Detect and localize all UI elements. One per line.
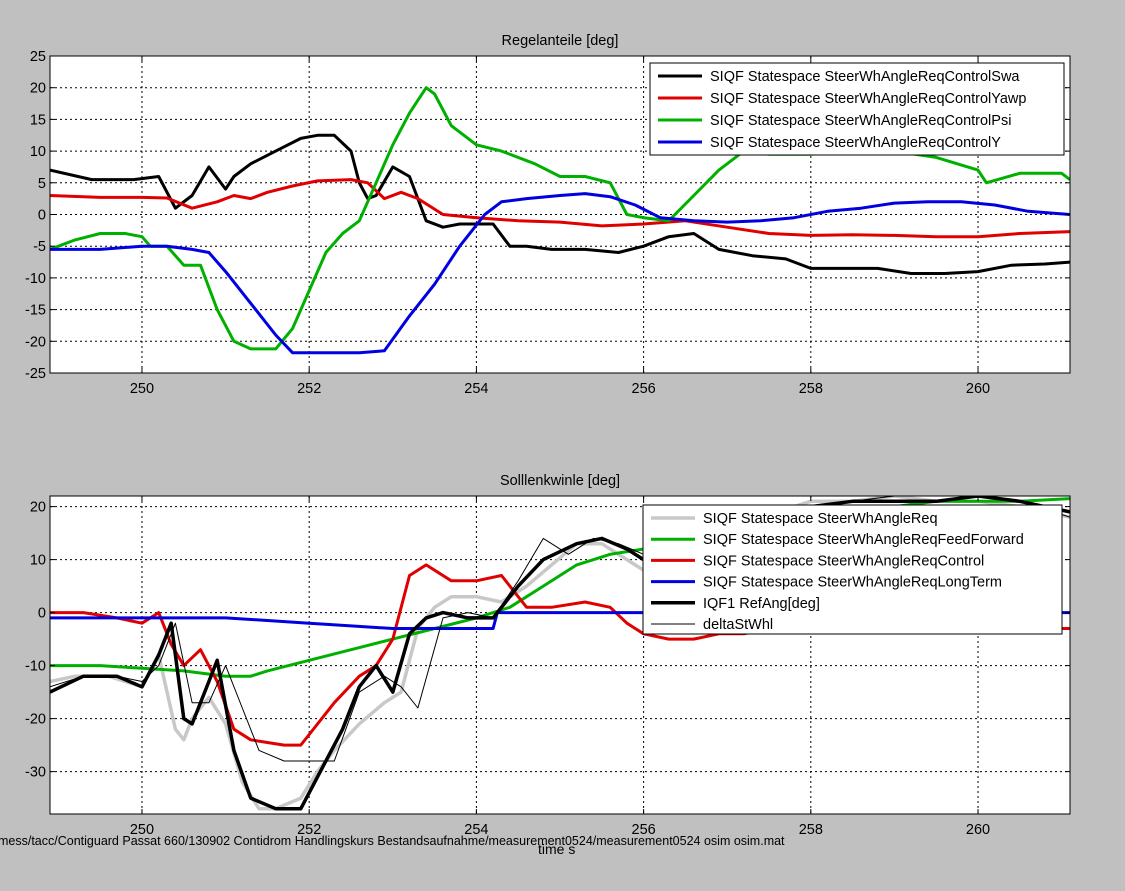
x-tick-label: 256 [632, 381, 656, 397]
chart-title: Solllenkwinle [deg] [500, 473, 620, 489]
chart-2: 250 252 254 256 258 260 -30 -20 -10 0 10 20 Solllenk… [25, 473, 1071, 838]
y-tick-label: 10 [30, 144, 46, 160]
x-tick-label: 258 [799, 381, 823, 397]
legend-entry-label: SIQF Statespace SteerWhAngleReqControlPs… [710, 113, 1011, 129]
y-tick-label: 5 [38, 176, 46, 192]
figure-footer: mess/tacc/Contiguard Passat 660/130902 C… [0, 833, 1125, 857]
legend-entry-label: deltaStWhl [703, 617, 773, 633]
y-tick-label: -5 [33, 239, 46, 255]
y-tick-label: 20 [30, 81, 46, 97]
y-tick-label: -20 [25, 712, 46, 728]
x-tick-label: 256 [632, 822, 656, 838]
y-tick-label: 25 [30, 49, 46, 65]
series-line-2 [50, 178, 1070, 239]
legend-entry-label: SIQF Statespace SteerWhAngleReqLongTerm [703, 575, 1002, 591]
x-tick-label: 254 [464, 381, 488, 397]
legend-entry-label: SIQF Statespace SteerWhAngleReqControlSw… [710, 69, 1020, 85]
y-tick-label: -10 [25, 659, 46, 675]
legend-box [642, 504, 1063, 635]
y-tick-label: 0 [38, 208, 46, 224]
legend: SIQF Statespace SteerWhAngleReqControlSw… [649, 62, 1065, 156]
legend: SIQF Statespace SteerWhAngleReq SIQF Stat… [642, 504, 1063, 635]
y-tick-label: -25 [25, 366, 46, 382]
legend-entry-label: SIQF Statespace SteerWhAngleReqControlY [710, 135, 1001, 151]
y-tick-label: 0 [38, 606, 46, 622]
x-axis-label: time s [538, 841, 576, 857]
x-tick-label: 260 [966, 822, 990, 838]
chart-title: Regelanteile [deg] [502, 33, 619, 49]
y-tick-label: -15 [25, 303, 46, 319]
legend-entry-label: SIQF Statespace SteerWhAngleReq [703, 511, 938, 527]
x-tick-label: 252 [297, 381, 321, 397]
y-tick-label: -10 [25, 271, 46, 287]
y-tick-label: -20 [25, 334, 46, 350]
chart-1: 250 252 254 256 258 260 -25 -20 -15 -10 -5 0 5 10 15 20… [25, 33, 1071, 397]
y-tick-label: -30 [25, 765, 46, 781]
x-tick-label: 250 [130, 381, 154, 397]
x-tick-label: 250 [130, 822, 154, 838]
y-tick-label: 15 [30, 112, 46, 128]
series-line-1 [50, 133, 1070, 275]
legend-entry-label: SIQF Statespace SteerWhAngleReqFeedForwa… [703, 532, 1024, 548]
legend-entry-label: IQF1 RefAng[deg] [703, 596, 820, 612]
legend-entry-label: SIQF Statespace SteerWhAngleReqControlYa… [710, 91, 1026, 107]
x-tick-label: 260 [966, 381, 990, 397]
x-tick-label: 258 [799, 822, 823, 838]
axes-frame [49, 495, 1071, 815]
series-line-4 [50, 192, 1070, 355]
legend-box [649, 62, 1065, 156]
y-tick-label: 10 [30, 553, 46, 569]
x-tick-label: 254 [464, 822, 488, 838]
legend-entry-label: SIQF Statespace SteerWhAngleReqControl [703, 553, 984, 569]
x-tick-label: 252 [297, 822, 321, 838]
y-tick-label: 20 [30, 500, 46, 516]
source-file-path: mess/tacc/Contiguard Passat 660/130902 C… [0, 834, 785, 848]
